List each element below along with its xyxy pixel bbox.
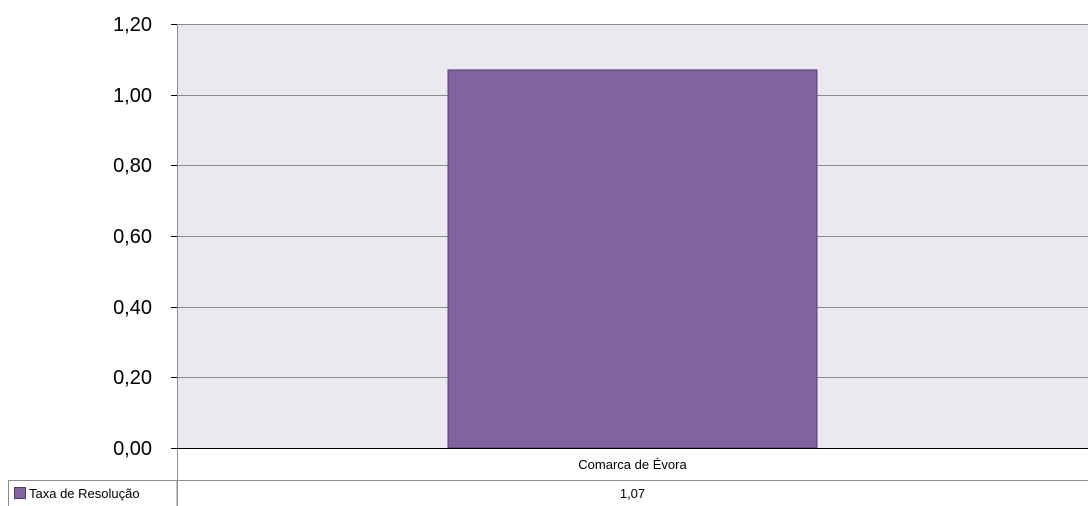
y-tick-label: 0,60 bbox=[113, 226, 152, 248]
data-table-cell: 1,07 bbox=[620, 486, 645, 501]
y-tick-label: 0,00 bbox=[113, 438, 152, 460]
legend-key-swatch bbox=[14, 487, 26, 499]
y-tick-label: 1,20 bbox=[113, 14, 152, 36]
data-table: Taxa de Resolução 1,07 bbox=[8, 480, 1088, 506]
y-tick-label: 0,20 bbox=[113, 367, 152, 389]
category-labels: Comarca de Évora bbox=[578, 457, 687, 472]
bar bbox=[447, 69, 818, 449]
y-axis-tick-labels: 0,00 0,20 0,40 0,60 0,80 1,00 1,20 bbox=[113, 14, 177, 460]
data-table-row-label: Taxa de Resolução bbox=[29, 486, 140, 501]
y-tick-label: 1,00 bbox=[113, 85, 152, 107]
axes bbox=[177, 24, 1088, 506]
y-tick-label: 0,40 bbox=[113, 297, 152, 319]
y-tick-label: 0,80 bbox=[113, 155, 152, 177]
data-table-row-header-cell bbox=[8, 480, 178, 506]
category-label: Comarca de Évora bbox=[578, 457, 687, 472]
bars bbox=[447, 69, 818, 449]
